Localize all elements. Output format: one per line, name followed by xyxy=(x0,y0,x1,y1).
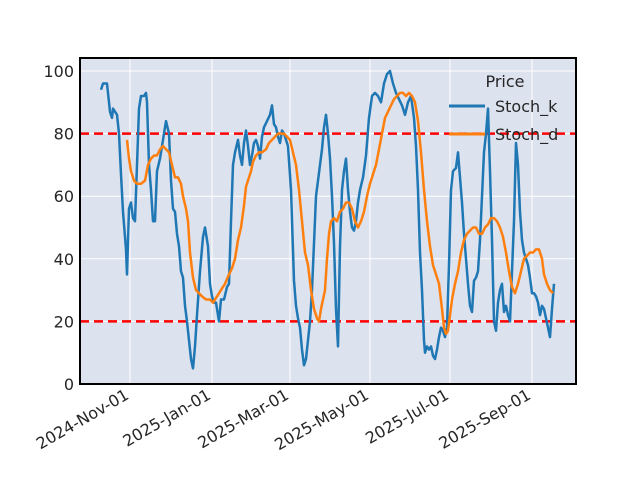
y-tick-label: 20 xyxy=(54,312,74,331)
plot-frame xyxy=(79,57,577,385)
y-axis-ticks: 0 20 40 60 80 100 xyxy=(43,62,74,394)
y-tick-label: 40 xyxy=(54,250,74,269)
y-tick-label: 0 xyxy=(64,375,74,394)
y-tick-label: 100 xyxy=(43,62,74,81)
legend-stoch-d-label: Stoch_d xyxy=(495,125,558,145)
series-stoch-k xyxy=(99,69,556,370)
legend: Price Stoch_k Stoch_d xyxy=(449,72,558,145)
legend-stoch-k-label: Stoch_k xyxy=(495,97,558,117)
y-tick-label: 60 xyxy=(54,187,74,206)
y-tick-label: 80 xyxy=(54,125,74,144)
data-series xyxy=(99,69,556,370)
plot-area xyxy=(80,58,576,384)
legend-title: Price xyxy=(485,72,524,91)
series-stoch-d xyxy=(125,91,554,336)
